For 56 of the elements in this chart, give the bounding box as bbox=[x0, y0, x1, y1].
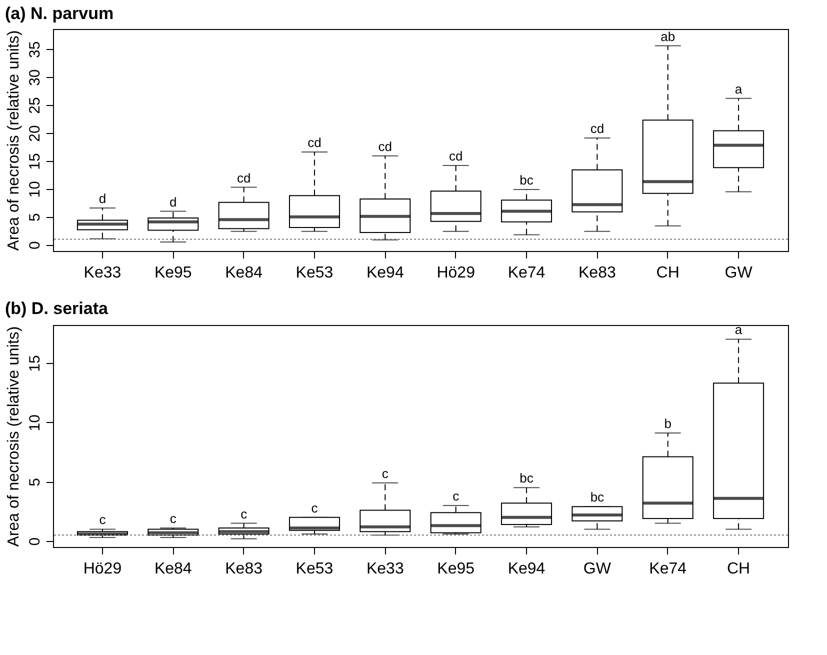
y-tick-label: 10 bbox=[26, 181, 44, 198]
y-tick-label: 25 bbox=[26, 97, 44, 114]
y-axis-title: Area of necrosis (relative units) bbox=[6, 326, 22, 547]
x-tick-label: Ke33 bbox=[84, 264, 122, 282]
annotation: bc bbox=[520, 470, 534, 486]
x-tick-label: CH bbox=[726, 560, 750, 578]
x-tick-label: CH bbox=[656, 264, 680, 282]
y-tick-label: 0 bbox=[26, 241, 44, 250]
x-tick-label: GW bbox=[724, 264, 754, 282]
annotation: a bbox=[734, 81, 743, 96]
annotation: a bbox=[734, 322, 743, 338]
y-tick-label: 35 bbox=[26, 41, 44, 58]
x-tick-label: Hö29 bbox=[83, 560, 122, 578]
x-tick-label: Ke53 bbox=[296, 560, 334, 578]
x-tick-label: Ke53 bbox=[296, 264, 334, 282]
x-tick-label: Ke74 bbox=[649, 560, 687, 578]
annotation: c bbox=[170, 511, 177, 526]
annotation: cd bbox=[236, 170, 251, 186]
annotation: cd bbox=[590, 121, 604, 136]
y-tick-label: 5 bbox=[26, 478, 44, 486]
x-tick-label: Ke84 bbox=[225, 264, 263, 282]
annotation: c bbox=[99, 512, 106, 528]
annotation: c bbox=[452, 488, 460, 504]
x-tick-label: Ke83 bbox=[225, 560, 263, 578]
annotation: c bbox=[311, 500, 318, 516]
annotation: cd bbox=[308, 135, 322, 150]
y-tick-label: 15 bbox=[26, 355, 44, 372]
chart-title: (b) D. seriata bbox=[5, 299, 109, 318]
annotation: c bbox=[382, 466, 389, 481]
y-tick-label: 15 bbox=[26, 153, 44, 170]
x-tick-label: Ke33 bbox=[366, 560, 404, 578]
annotation: bc bbox=[520, 172, 534, 188]
annotation: cd bbox=[378, 138, 392, 154]
y-tick-label: 5 bbox=[26, 213, 44, 222]
x-tick-label: Ke95 bbox=[437, 560, 475, 578]
annotation: c bbox=[240, 506, 248, 522]
x-tick-label: GW bbox=[583, 560, 612, 578]
annotation: b bbox=[664, 416, 672, 432]
annotation: bc bbox=[590, 490, 605, 505]
y-axis-title: Area of necrosis (relative units) bbox=[6, 30, 22, 251]
annotation: d bbox=[170, 194, 177, 210]
x-tick-label: Ke94 bbox=[508, 560, 546, 578]
x-tick-label: Ke83 bbox=[578, 264, 616, 282]
annotation: d bbox=[98, 190, 106, 206]
x-tick-label: Ke94 bbox=[366, 264, 404, 282]
y-tick-label: 20 bbox=[26, 125, 44, 142]
x-tick-label: Ke84 bbox=[154, 560, 192, 578]
x-tick-label: Ke74 bbox=[508, 264, 546, 282]
annotation: cd bbox=[448, 148, 463, 164]
y-tick-label: 30 bbox=[26, 69, 44, 86]
chart-title: (a) N. parvum bbox=[5, 4, 114, 23]
y-tick-label: 10 bbox=[26, 414, 44, 432]
x-tick-label: Ke95 bbox=[154, 264, 192, 282]
y-tick-label: 0 bbox=[26, 537, 44, 546]
x-tick-label: Hö29 bbox=[436, 264, 476, 282]
annotation: ab bbox=[660, 28, 676, 44]
